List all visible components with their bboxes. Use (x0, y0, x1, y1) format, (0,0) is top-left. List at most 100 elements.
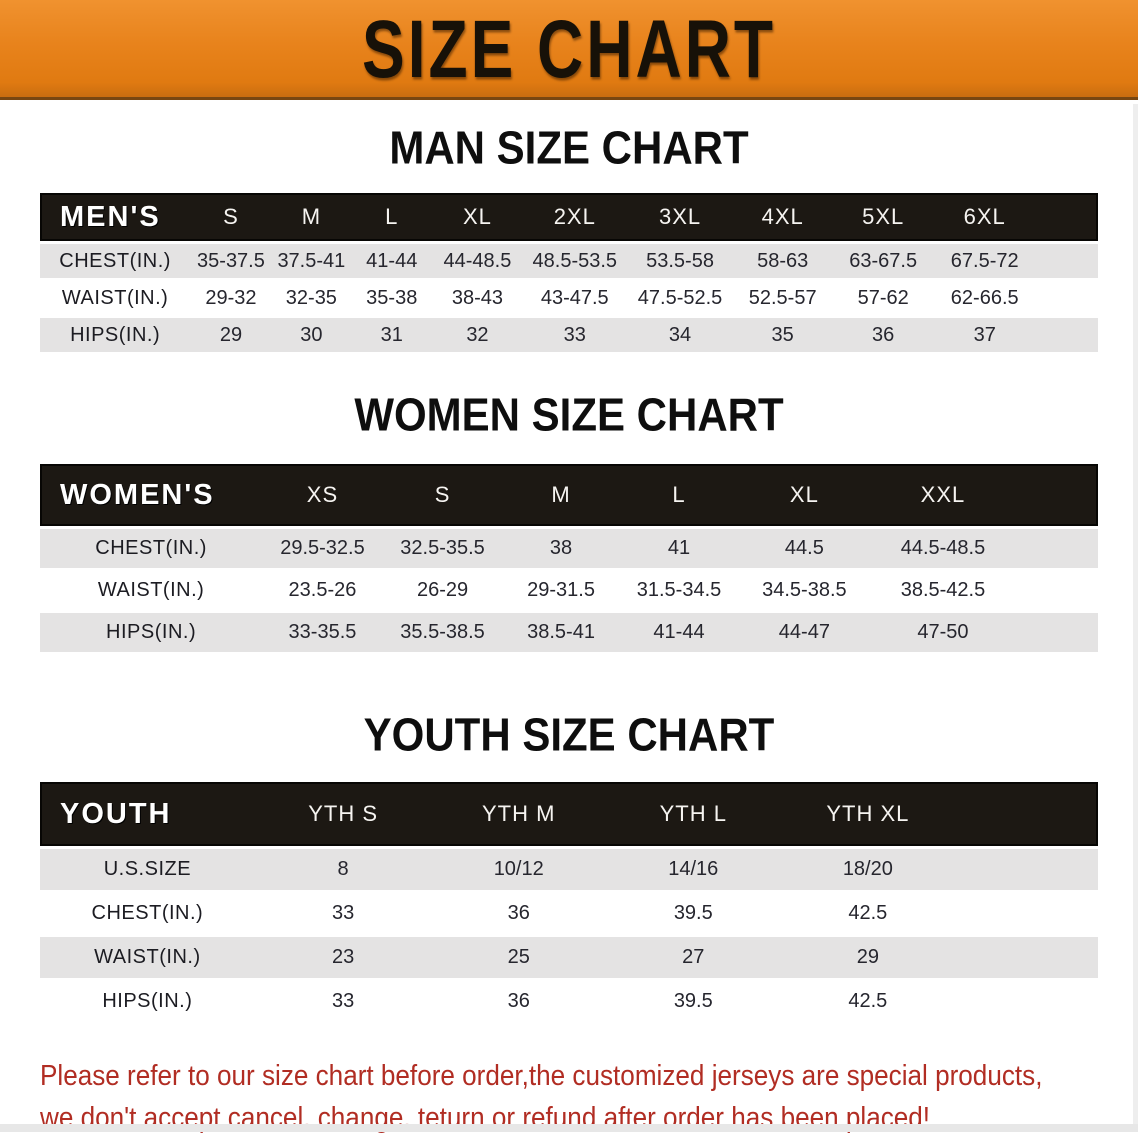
size-value-cell: 31.5-34.5 (636, 579, 722, 601)
women-header-row: WOMEN'S XS S M L XL XXL (40, 464, 1098, 526)
size-value-cell: 47-50 (917, 621, 969, 643)
row-label: CHEST(IN.) (95, 537, 207, 559)
size-value-cell: 37 (973, 323, 996, 346)
youth-size-table: YOUTH YTH S YTH M YTH L YTH XL U.S.SIZE 8 10/1… (40, 779, 1098, 1025)
filler-cell (1015, 529, 1098, 568)
size-value-cell: 32-35 (285, 286, 337, 309)
size-value-cell: 33 (331, 902, 355, 924)
filler-cell (955, 849, 1098, 890)
size-column-header: 3XL (627, 193, 733, 241)
size-value-cell: 44-47 (778, 621, 830, 643)
filler-cell (1015, 464, 1098, 526)
size-value-cell: 36 (507, 990, 530, 1012)
size-value-cell: 58-63 (757, 249, 809, 272)
row-label: WAIST(IN.) (94, 946, 201, 968)
size-column-header: L (351, 193, 433, 241)
size-value-cell: 41-44 (366, 249, 418, 272)
size-value-cell: 67.5-72 (950, 249, 1019, 272)
table-row: CHEST(IN.) 35-37.5 37.5-41 41-44 44-48.5 48.5… (40, 244, 1098, 278)
disclaimer-line-1: Please refer to our size chart before or… (40, 1060, 1043, 1092)
size-column-header: 5XL (832, 193, 934, 241)
size-value-cell: 39.5 (673, 902, 713, 924)
size-value-cell: 27 (682, 946, 705, 968)
size-value-cell: 48.5-53.5 (532, 249, 618, 272)
filler-cell (1036, 318, 1099, 352)
table-row: HIPS(IN.) 33-35.5 35.5-38.5 38.5-41 41-44 44-… (40, 613, 1098, 652)
row-label: WAIST(IN.) (61, 286, 169, 309)
table-row: WAIST(IN.) 23 25 27 29 (40, 937, 1098, 978)
size-value-cell: 41-44 (653, 621, 705, 643)
filler-cell (1015, 571, 1098, 610)
size-value-cell: 29 (219, 323, 243, 346)
size-column-header: L (619, 464, 739, 526)
size-value-cell: 33 (331, 990, 355, 1012)
image-right-edge (1133, 104, 1138, 1124)
size-value-cell: 10/12 (493, 858, 544, 880)
table-row: WAIST(IN.) 29-32 32-35 35-38 38-43 43-47.5 47.… (40, 281, 1098, 315)
size-column-header: YTH L (606, 782, 781, 846)
size-column-header: XS (262, 464, 383, 526)
size-column-header: M (502, 464, 620, 526)
size-value-cell: 47.5-52.5 (637, 286, 723, 309)
size-chart-banner: SIZE CHART (0, 0, 1138, 100)
table-row: U.S.SIZE 8 10/12 14/16 18/20 (40, 849, 1098, 890)
size-value-cell: 35.5-38.5 (400, 621, 485, 643)
size-value-cell: 29 (856, 946, 879, 968)
size-value-cell: 38-43 (451, 286, 504, 309)
size-column-header: XXL (870, 464, 1016, 526)
size-value-cell: 57-62 (857, 286, 909, 309)
size-column-header: XL (738, 464, 871, 526)
size-value-cell: 52.5-57 (748, 286, 817, 309)
filler-cell (1036, 244, 1099, 278)
size-value-cell: 29-32 (205, 286, 257, 309)
row-label: CHEST(IN.) (59, 249, 171, 272)
table-row: WAIST(IN.) 23.5-26 26-29 29-31.5 31.5-34.5 34… (40, 571, 1098, 610)
filler-cell (1035, 193, 1098, 241)
table-row: CHEST(IN.) 29.5-32.5 32.5-35.5 38 41 44.5 44.5… (40, 529, 1098, 568)
size-value-cell: 26-29 (416, 579, 469, 601)
size-value-cell: 44-48.5 (443, 249, 512, 272)
size-value-cell: 41 (667, 537, 691, 559)
size-value-cell: 63-67.5 (849, 249, 918, 272)
size-value-cell: 30 (300, 323, 323, 346)
men-header-row: MEN'S S M L XL 2XL 3XL 4XL 5XL 6XL (40, 193, 1098, 241)
size-value-cell: 25 (507, 946, 530, 968)
size-value-cell: 32.5-35.5 (400, 537, 485, 559)
disclaimer-text: Please refer to our size chart before or… (40, 1055, 1108, 1139)
group-label: MEN'S (40, 193, 191, 241)
size-column-header: 4XL (732, 193, 833, 241)
filler-cell (1015, 613, 1098, 652)
size-value-cell: 35-38 (366, 286, 418, 309)
row-label: U.S.SIZE (103, 858, 192, 880)
size-value-cell: 18/20 (842, 858, 893, 880)
size-value-cell: 39.5 (673, 990, 713, 1012)
size-value-cell: 29.5-32.5 (280, 537, 365, 559)
size-value-cell: 38.5-41 (527, 621, 595, 643)
filler-cell (955, 893, 1098, 934)
size-value-cell: 53.5-58 (646, 249, 714, 272)
size-column-header: S (382, 464, 503, 526)
size-column-header: 2XL (522, 193, 628, 241)
image-bottom-edge (0, 1124, 1138, 1132)
filler-cell (1036, 281, 1099, 315)
size-column-header: YTH M (431, 782, 606, 846)
size-value-cell: 23.5-26 (288, 579, 357, 601)
table-row: CHEST(IN.) 33 36 39.5 42.5 (40, 893, 1098, 934)
size-value-cell: 35-37.5 (197, 249, 265, 272)
size-value-cell: 32 (466, 323, 489, 346)
youth-section-title: YOUTH SIZE CHART (363, 708, 775, 761)
row-label: HIPS(IN.) (70, 323, 161, 346)
men-section-title: MAN SIZE CHART (389, 121, 749, 174)
size-value-cell: 8 (337, 858, 349, 880)
women-size-table: WOMEN'S XS S M L XL XXL CHEST(IN.) 29.5-32.5 32.… (40, 461, 1098, 655)
row-label: HIPS(IN.) (102, 990, 193, 1012)
size-value-cell: 34 (668, 323, 692, 346)
size-value-cell: 44.5-48.5 (900, 537, 986, 559)
table-row: HIPS(IN.) 29 30 31 32 33 34 35 36 37 (40, 318, 1098, 352)
banner-title: SIZE CHART (362, 2, 776, 95)
size-value-cell: 37.5-41 (277, 249, 346, 272)
size-value-cell: 36 (507, 902, 530, 924)
row-label: WAIST(IN.) (97, 579, 205, 601)
size-value-cell: 43-47.5 (540, 286, 609, 309)
group-label: WOMEN'S (40, 464, 263, 526)
